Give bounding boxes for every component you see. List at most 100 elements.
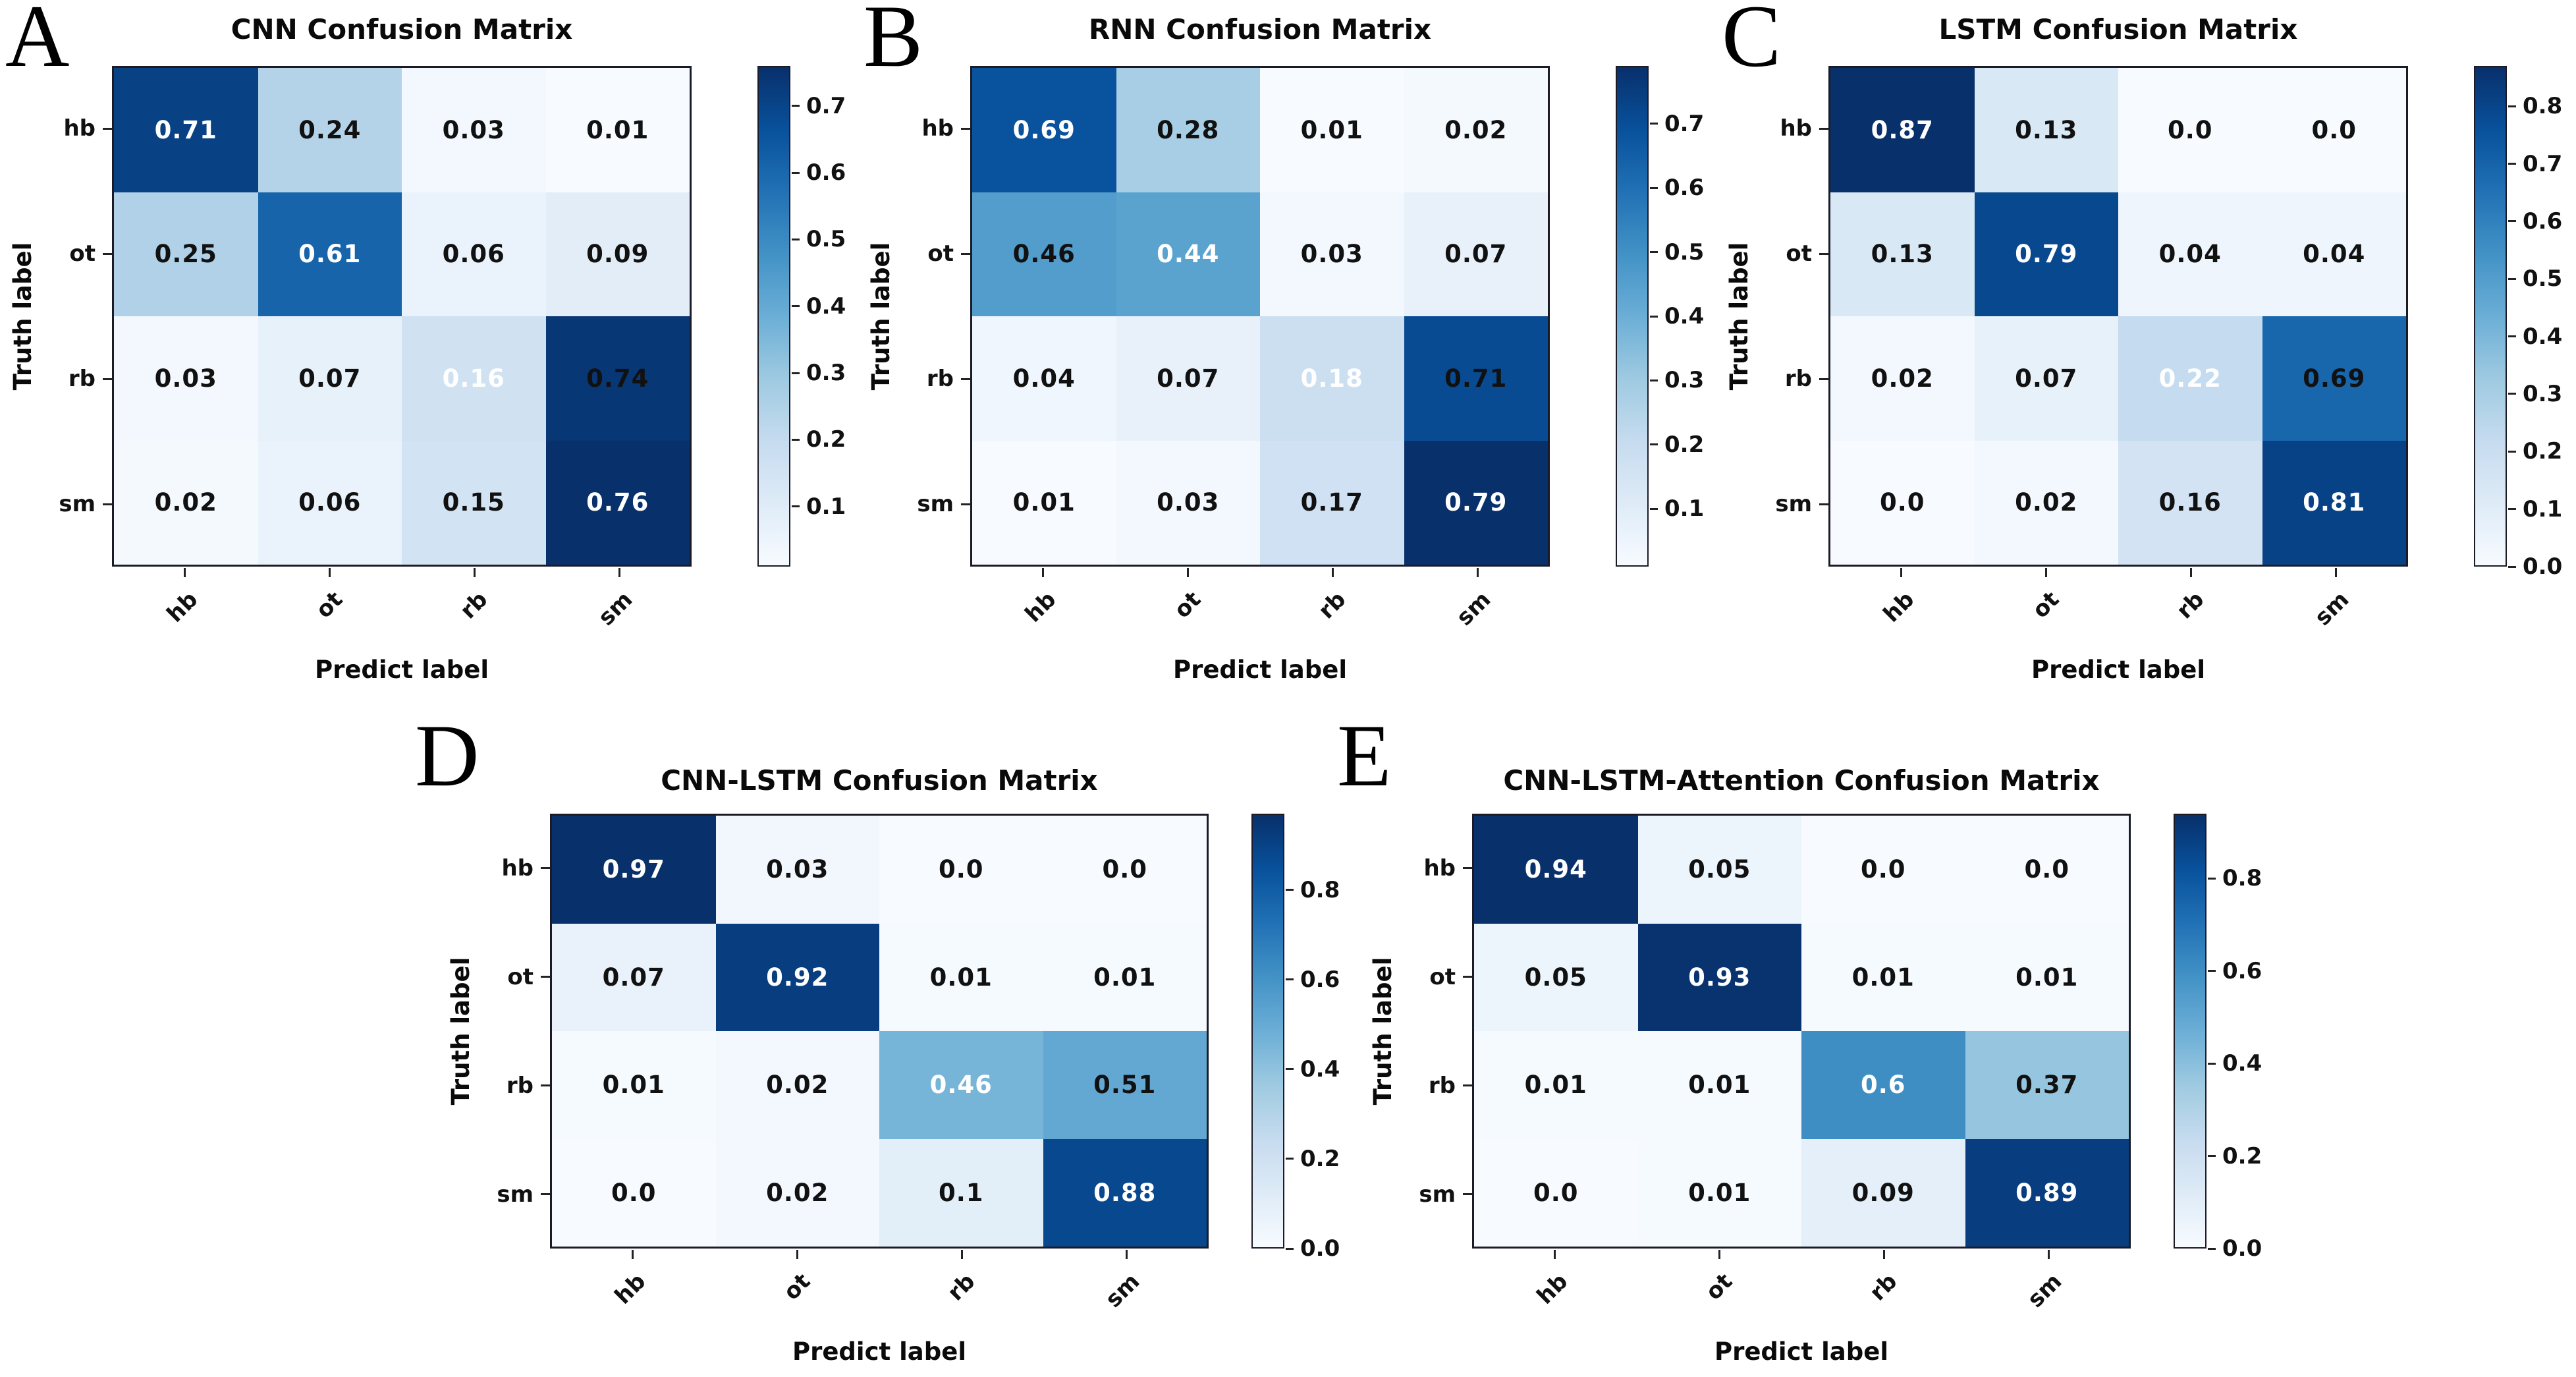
heatmap-cell: 0.05 [1474,923,1638,1031]
heatmap-cell: 0.69 [972,68,1116,192]
colorbar [2174,814,2206,1249]
x-tick-label: ot [310,586,348,624]
heatmap-cell: 0.71 [1404,316,1548,441]
figure-row-top: A CNN Confusion Matrix 0.71 0.24 0.03 0.01 0.2… [0,0,2575,688]
colorbar-tick-mark [1286,889,1294,891]
heatmap-cell: 0.93 [1637,923,1801,1031]
cell-value: 0.02 [1871,364,1934,393]
confusion-matrix-panel: B RNN Confusion Matrix 0.69 0.28 0.01 0.02 0.4… [858,0,1716,688]
cell-value: 0.02 [2015,488,2078,517]
heatmap-cell: 0.04 [2118,192,2262,316]
cell-value: 0.07 [602,963,665,992]
heatmap: 0.69 0.28 0.01 0.02 0.46 0.44 0.03 0.07 0.04 0.07… [970,66,1550,567]
colorbar-tick-mark [1286,978,1294,981]
heatmap-cell: 0.07 [552,923,716,1031]
colorbar [1251,814,1284,1249]
cell-value: 0.09 [586,240,649,269]
colorbar-tick-label: 0.4 [2523,323,2563,350]
heatmap-cell: 0.15 [402,440,546,565]
cell-value: 0.18 [1300,364,1363,393]
colorbar-tick-label: 0.2 [1664,431,1705,458]
x-tick-label: rb [454,586,493,625]
cell-value: 0.05 [1688,855,1751,884]
heatmap-cell: 0.46 [879,1031,1043,1139]
colorbar [757,66,790,567]
heatmap: 0.97 0.03 0.0 0.0 0.07 0.92 0.01 0.01 0.01 0.02 0.… [550,814,1209,1249]
colorbar-tick-label: 0.4 [1664,303,1705,329]
cell-value: 0.07 [1444,240,1508,269]
y-tick-label: sm [1419,1181,1456,1208]
heatmap-cell: 0.71 [114,68,258,192]
cell-value: 0.01 [586,115,649,144]
heatmap-cell: 0.61 [258,192,402,316]
cell-value: 0.46 [1012,240,1076,269]
heatmap-cell: 0.02 [1830,316,1975,441]
y-axis-label: Truth label [1369,957,1397,1106]
colorbar-tick-mark [792,505,800,508]
cell-value: 0.0 [938,855,984,884]
cell-value: 0.07 [298,364,362,393]
heatmap-cell: 0.01 [1965,923,2129,1031]
y-tick-mark [961,378,970,380]
heatmap-cell: 0.03 [1116,440,1260,565]
cell-value: 0.03 [1300,240,1363,269]
heatmap: 0.94 0.05 0.0 0.0 0.05 0.93 0.01 0.01 0.01 0.01 0.… [1472,814,2131,1249]
x-tick-mark [473,568,476,577]
x-tick-label: sm [1451,586,1496,631]
colorbar-tick-label: 0.4 [2222,1050,2262,1077]
heatmap-cell: 0.01 [1474,1031,1638,1139]
panel-letter: D [415,707,480,805]
cell-value: 0.01 [2015,963,2079,992]
colorbar-tick-label: 0.2 [1300,1145,1340,1172]
cell-value: 0.71 [1444,364,1508,393]
colorbar-tick-label: 0.7 [1664,110,1705,137]
x-tick-label: hb [1531,1268,1574,1310]
colorbar-tick-mark [2508,335,2516,338]
y-tick-label: sm [917,491,954,517]
y-tick-label: rb [926,366,954,392]
cell-value: 0.03 [1157,488,1220,517]
x-tick-mark [1331,568,1334,577]
x-tick-mark [631,1250,634,1259]
y-tick-label: ot [507,963,534,990]
confusion-matrix-panel: E CNN-LSTM-Attention Confusion Matrix 0.94… [1317,688,2262,1377]
heatmap-cell: 0.79 [1404,440,1548,565]
y-tick-mark [961,252,970,255]
cell-value: 0.46 [929,1071,993,1100]
x-tick-mark [183,568,186,577]
heatmap-cell: 0.89 [1965,1138,2129,1247]
cell-value: 0.94 [1524,855,1587,884]
y-tick-mark [1819,252,1828,255]
cell-value: 0.01 [1688,1071,1751,1100]
panel-title: CNN Confusion Matrix [231,13,573,45]
y-tick-label: rb [506,1072,534,1099]
colorbar-tick-mark [2208,1155,2216,1158]
cell-value: 0.0 [1879,488,1925,517]
cell-value: 0.03 [154,364,217,393]
x-tick-label: rb [1313,586,1352,625]
y-tick-label: hb [501,855,534,882]
heatmap-cell: 0.0 [2118,68,2262,192]
heatmap-cell: 0.02 [114,440,258,565]
cell-value: 0.04 [2303,240,2366,269]
heatmap-cell: 0.0 [1043,816,1207,924]
heatmap-cell: 0.01 [1801,923,1965,1031]
colorbar-tick-mark [1650,315,1658,318]
cell-value: 0.51 [1093,1071,1157,1100]
cell-value: 0.03 [442,115,505,144]
heatmap-cell: 0.07 [1404,192,1548,316]
cell-value: 0.24 [298,115,362,144]
y-tick-mark [1819,127,1828,130]
cell-value: 0.04 [2158,240,2222,269]
cell-value: 0.16 [2158,488,2222,517]
confusion-matrix-panel: D CNN-LSTM Confusion Matrix 0.97 0.03 0.0 0.0… [395,688,1340,1377]
x-tick-label: hb [609,1268,651,1310]
colorbar-tick-label: 0.0 [1300,1235,1340,1262]
colorbar-tick-label: 0.2 [2523,438,2563,465]
colorbar-tick-label: 0.4 [806,293,846,320]
colorbar-tick-label: 0.2 [806,426,846,453]
colorbar-tick-label: 0.7 [806,92,846,119]
cell-value: 0.0 [1860,855,1906,884]
cell-value: 0.01 [1300,115,1363,144]
heatmap-cell: 0.01 [1637,1138,1801,1247]
